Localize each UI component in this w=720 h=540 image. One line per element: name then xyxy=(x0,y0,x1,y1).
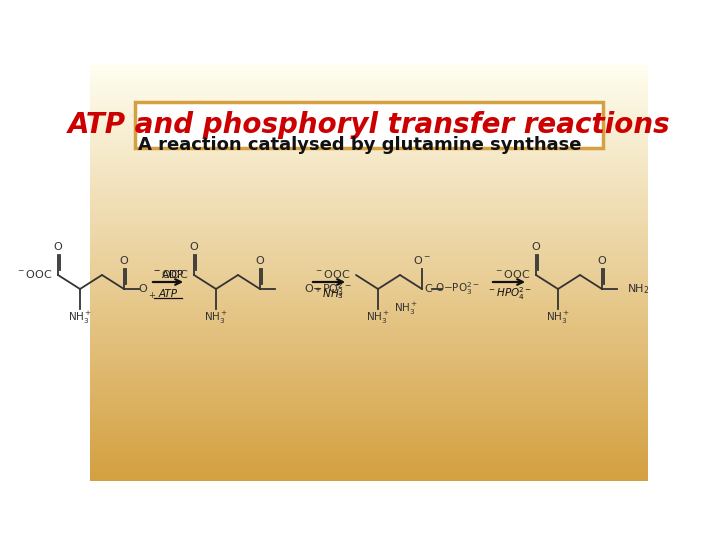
Text: NH$_3^+$: NH$_3^+$ xyxy=(546,310,570,326)
Text: ATP and phosphoryl transfer reactions: ATP and phosphoryl transfer reactions xyxy=(68,111,670,139)
Text: O$^-$: O$^-$ xyxy=(413,254,431,266)
Text: NH$_3^+$: NH$_3^+$ xyxy=(204,310,228,326)
Text: O$-$PO$_3^{2-}$: O$-$PO$_3^{2-}$ xyxy=(304,279,351,299)
FancyBboxPatch shape xyxy=(135,102,603,148)
Text: NH$_3^+$: NH$_3^+$ xyxy=(366,310,390,326)
Text: $^-$OOC: $^-$OOC xyxy=(152,268,189,280)
Text: ATP: ATP xyxy=(158,289,178,299)
Text: $^-$HPO$_4^{2-}$: $^-$HPO$_4^{2-}$ xyxy=(487,286,531,302)
Text: A reaction catalysed by glutamine synthase: A reaction catalysed by glutamine syntha… xyxy=(138,136,582,154)
Text: O: O xyxy=(138,284,147,294)
Text: O: O xyxy=(256,256,264,266)
Text: O: O xyxy=(531,242,541,252)
Text: $^+$NH$_3$: $^+$NH$_3$ xyxy=(313,287,345,301)
Text: $^-$OOC: $^-$OOC xyxy=(314,268,351,280)
Text: $^-$OOC: $^-$OOC xyxy=(494,268,531,280)
Text: NH$_2$: NH$_2$ xyxy=(626,282,649,296)
Text: O: O xyxy=(53,242,63,252)
Text: O: O xyxy=(189,242,199,252)
Text: NH$_3^+$: NH$_3^+$ xyxy=(68,310,92,326)
Text: C: C xyxy=(424,284,432,294)
Text: NH$_3^+$: NH$_3^+$ xyxy=(394,301,418,317)
Text: O: O xyxy=(598,256,606,266)
Text: O: O xyxy=(120,256,128,266)
Text: O$-$PO$_3^{2-}$: O$-$PO$_3^{2-}$ xyxy=(435,281,480,298)
Text: $^-$OOC: $^-$OOC xyxy=(16,268,53,280)
Text: +: + xyxy=(148,291,156,300)
Text: $^-$ADP: $^-$ADP xyxy=(152,268,184,280)
